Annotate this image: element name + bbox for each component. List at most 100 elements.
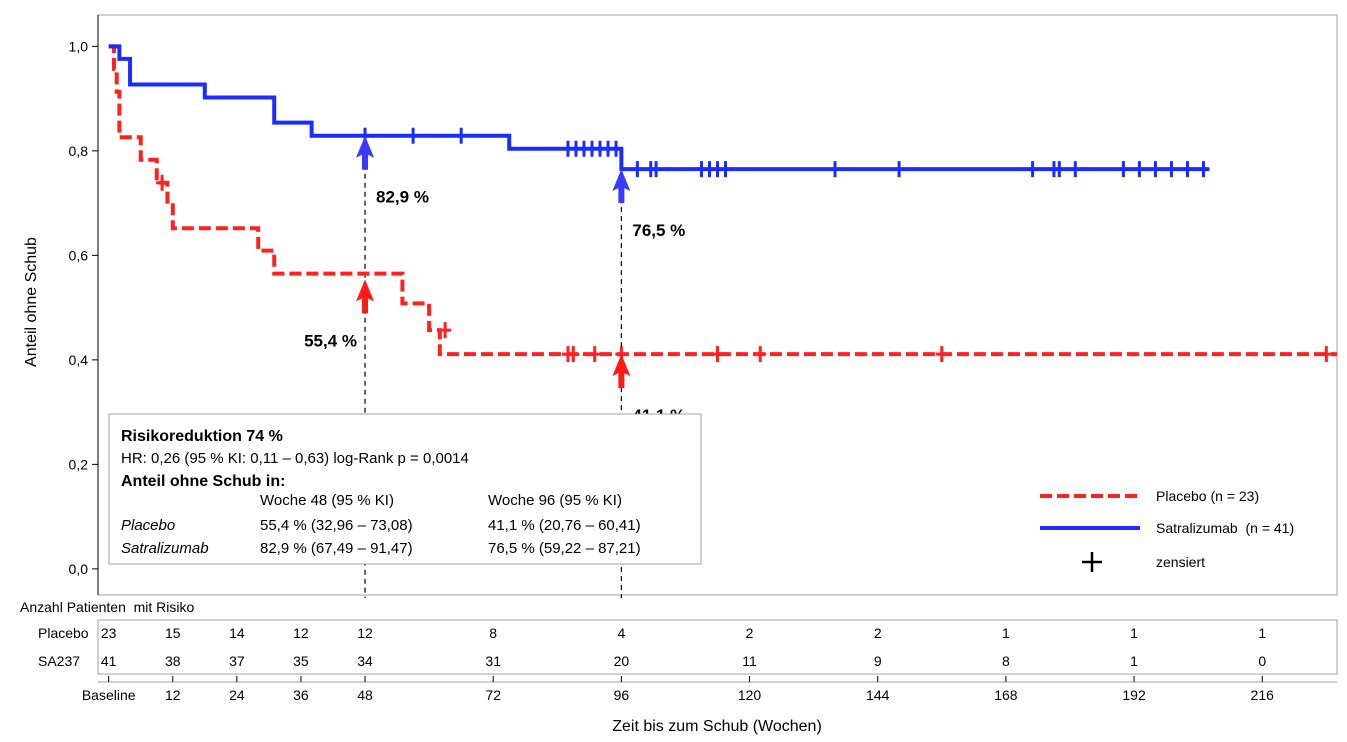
censor-marks xyxy=(156,127,1333,363)
risk-value: 1 xyxy=(1130,653,1138,669)
risk-values: 23 15 14 12 12 8 4 2 2 1 1 141 38 37 35 34 31 20 11 9 8 1 0 xyxy=(101,625,1266,669)
risk-value: 1 xyxy=(1258,625,1266,641)
x-tick-label: 120 xyxy=(738,687,762,703)
stats-subtitle: Anteil ohne Schub in: xyxy=(121,473,285,490)
stats-row-w48: 55,4 % (32,96 – 73,08) xyxy=(260,517,413,534)
risk-value: 1 xyxy=(1002,625,1010,641)
censor-mark xyxy=(893,161,906,178)
annotation-arrow xyxy=(356,135,375,170)
y-tick-label: 0,2 xyxy=(69,456,89,472)
risk-value: 37 xyxy=(229,653,245,669)
censor-mark xyxy=(1117,161,1130,178)
censor-mark xyxy=(1069,161,1082,178)
x-tick-label: 24 xyxy=(229,687,245,703)
annotation-arrow xyxy=(356,279,375,314)
risk-value: 23 xyxy=(101,625,117,641)
survival-curves xyxy=(108,44,1337,357)
risk-value: 0 xyxy=(1258,653,1266,669)
risk-value: 31 xyxy=(485,653,501,669)
censor-mark xyxy=(567,346,580,363)
censor-mark xyxy=(631,161,644,178)
annotation-arrows: 82,9 %76,5 %55,4 %41,1 % xyxy=(304,135,685,425)
risk-value: 20 xyxy=(614,653,630,669)
annotation-label: 55,4 % xyxy=(304,331,357,350)
x-tick-label: 168 xyxy=(994,687,1018,703)
censor-mark xyxy=(828,161,841,178)
x-tick-label: 48 xyxy=(357,687,373,703)
legend-label-placebo: Placebo (n = 23) xyxy=(1156,488,1259,504)
censor-mark xyxy=(439,322,452,339)
risk-table: Anzahl Patienten mit Risiko Placebo SA23… xyxy=(20,599,1338,735)
stats-box-frame xyxy=(108,413,702,565)
risk-value: 14 xyxy=(229,625,245,641)
x-tick-label: 192 xyxy=(1122,687,1146,703)
risk-value: 12 xyxy=(293,625,309,641)
annotation-arrow xyxy=(612,169,631,204)
y-tick-label: 1,0 xyxy=(69,38,89,54)
risk-value: 9 xyxy=(874,653,882,669)
stats-box: Risikoreduktion 74 % HR: 0,26 (95 % KI: … xyxy=(108,413,702,565)
x-tick-label: 144 xyxy=(866,687,890,703)
legend-label-censored: zensiert xyxy=(1156,554,1205,570)
stats-title: Risikoreduktion 74 % xyxy=(121,428,283,445)
y-tick-label: 0,6 xyxy=(69,247,89,263)
y-tick-label: 0,8 xyxy=(69,143,89,159)
censor-mark xyxy=(1053,161,1066,178)
censor-mark xyxy=(1197,161,1210,178)
y-axis-label: Anteil ohne Schub xyxy=(23,237,40,367)
risk-value: 8 xyxy=(489,625,497,641)
stats-col2-header: Woche 96 (95 % KI) xyxy=(488,492,622,509)
x-tick-label: 12 xyxy=(165,687,181,703)
censor-mark xyxy=(407,127,420,144)
censor-mark xyxy=(719,161,732,178)
x-tick-label: 72 xyxy=(485,687,501,703)
risk-value: 12 xyxy=(357,625,373,641)
x-axis-ticks: Baseline 12 24 36 48 72 96 120 144 168 192 216 xyxy=(82,676,1274,703)
censor-mark xyxy=(1165,161,1178,178)
x-tick-label: Baseline xyxy=(82,687,136,703)
risk-row-label-sa237: SA237 xyxy=(38,653,80,669)
risk-value: 1 xyxy=(1130,625,1138,641)
risk-value: 8 xyxy=(1002,653,1010,669)
annotation-arrow xyxy=(612,354,631,389)
censor-mark xyxy=(610,140,623,157)
y-tick-label: 0,4 xyxy=(69,352,89,368)
risk-value: 2 xyxy=(746,625,754,641)
risk-row-label-placebo: Placebo xyxy=(38,625,89,641)
censor-mark xyxy=(588,346,601,363)
annotation-label: 82,9 % xyxy=(376,188,429,207)
y-axis-ticks: 1,0 0,8 0,6 0,4 0,2 0,0 xyxy=(69,38,98,577)
x-axis-label: Zeit bis zum Schub (Wochen) xyxy=(612,718,822,735)
risk-value: 4 xyxy=(617,625,625,641)
risk-value: 2 xyxy=(874,625,882,641)
risk-value: 11 xyxy=(742,653,757,669)
censor-mark xyxy=(935,346,948,363)
y-tick-label: 0,0 xyxy=(69,561,89,577)
stats-row-w96: 41,1 % (20,76 – 60,41) xyxy=(488,517,641,534)
censor-mark xyxy=(754,346,767,363)
risk-table-title: Anzahl Patienten mit Risiko xyxy=(20,599,195,615)
x-tick-label: 36 xyxy=(293,687,309,703)
stats-row-group: Placebo xyxy=(121,517,175,534)
stats-row-w96: 76,5 % (59,22 – 87,21) xyxy=(488,540,641,557)
x-tick-label: 96 xyxy=(614,687,630,703)
censor-mark xyxy=(455,127,468,144)
stats-row-w48: 82,9 % (67,49 – 91,47) xyxy=(260,540,413,557)
censor-mark xyxy=(1133,161,1146,178)
risk-value: 15 xyxy=(165,625,181,641)
censor-mark xyxy=(156,174,169,191)
x-tick-label: 216 xyxy=(1251,687,1275,703)
risk-table-frame xyxy=(97,619,1338,675)
censor-mark xyxy=(1149,161,1162,178)
censor-mark xyxy=(1181,161,1194,178)
legend-censor-plus-icon xyxy=(1082,552,1102,572)
censor-mark xyxy=(650,161,663,178)
stats-hr-line: HR: 0,26 (95 % KI: 0,11 – 0,63) log-Rank… xyxy=(121,450,469,467)
stats-col1-header: Woche 48 (95 % KI) xyxy=(260,492,394,509)
censor-mark xyxy=(711,346,724,363)
risk-value: 38 xyxy=(165,653,181,669)
risk-value: 41 xyxy=(101,653,117,669)
stats-row-group: Satralizumab xyxy=(121,540,209,557)
annotation-label: 76,5 % xyxy=(632,221,685,240)
